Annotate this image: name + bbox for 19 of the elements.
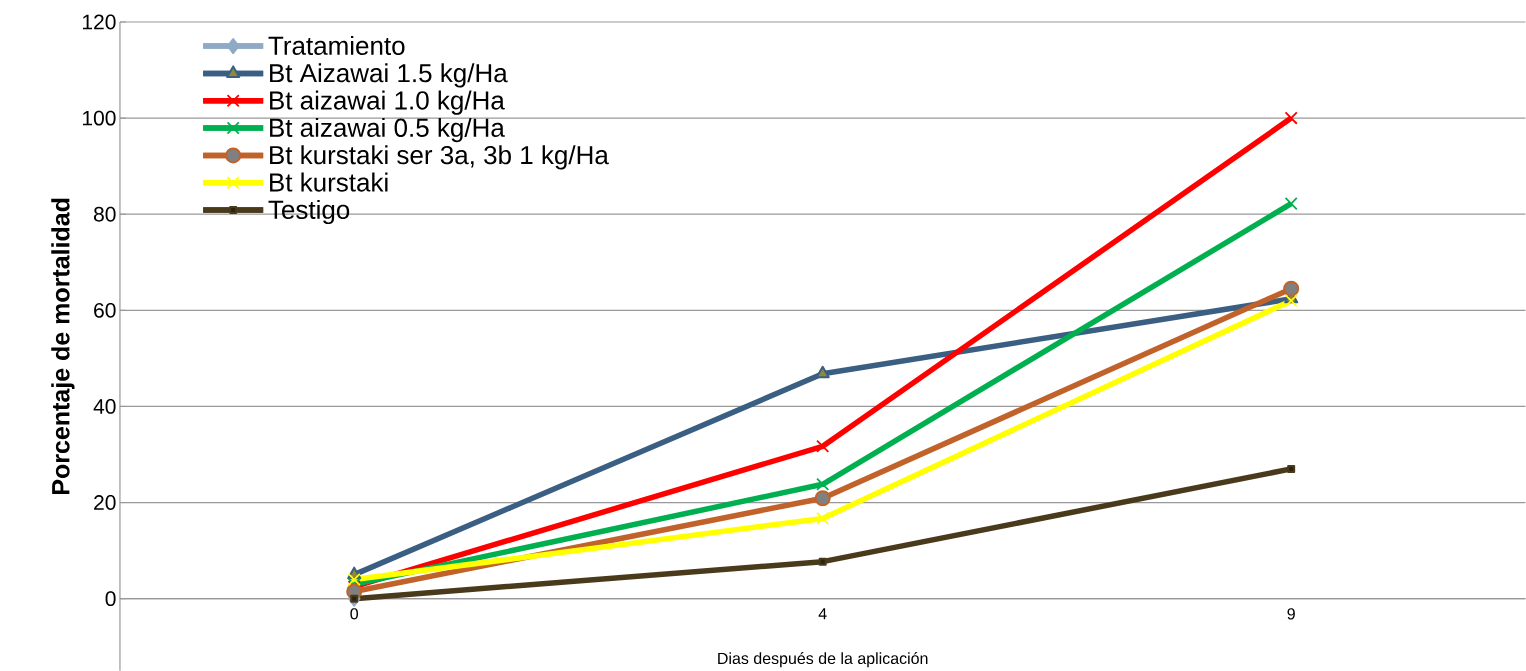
- legend-label: Bt Aizawai 1.5 kg/Ha: [270, 63, 508, 88]
- x-tick-label: 0: [350, 608, 359, 620]
- y-tick-label: 100: [83, 110, 116, 126]
- legend-label: Bt kurstaki: [270, 172, 388, 192]
- legend-label: Testigo: [268, 199, 350, 224]
- legend-label: Tratamiento: [268, 35, 405, 55]
- y-axis-title: Porcentaje de mortalidad: [51, 198, 75, 494]
- y-tick-label: 20: [94, 494, 116, 510]
- y-tick-label: 80: [93, 206, 116, 222]
- x-axis-title: Dias después de la aplicación: [718, 651, 928, 668]
- x-tick-label: 4: [818, 608, 827, 620]
- y-tick-label: 120: [83, 14, 116, 30]
- legend-label: Bt aizawai 1.0 kg/Ha: [270, 90, 505, 115]
- y-tick-label: 40: [93, 398, 116, 414]
- legend-label: Bt aizawai 0.5 kg/Ha: [270, 117, 505, 142]
- y-tick-label: 60: [94, 302, 116, 318]
- legend-label: Bt kurstaki ser 3a, 3b 1 kg/Ha: [270, 145, 609, 170]
- x-tick-label: 9: [1287, 608, 1295, 620]
- y-tick-label: 0: [105, 591, 116, 606]
